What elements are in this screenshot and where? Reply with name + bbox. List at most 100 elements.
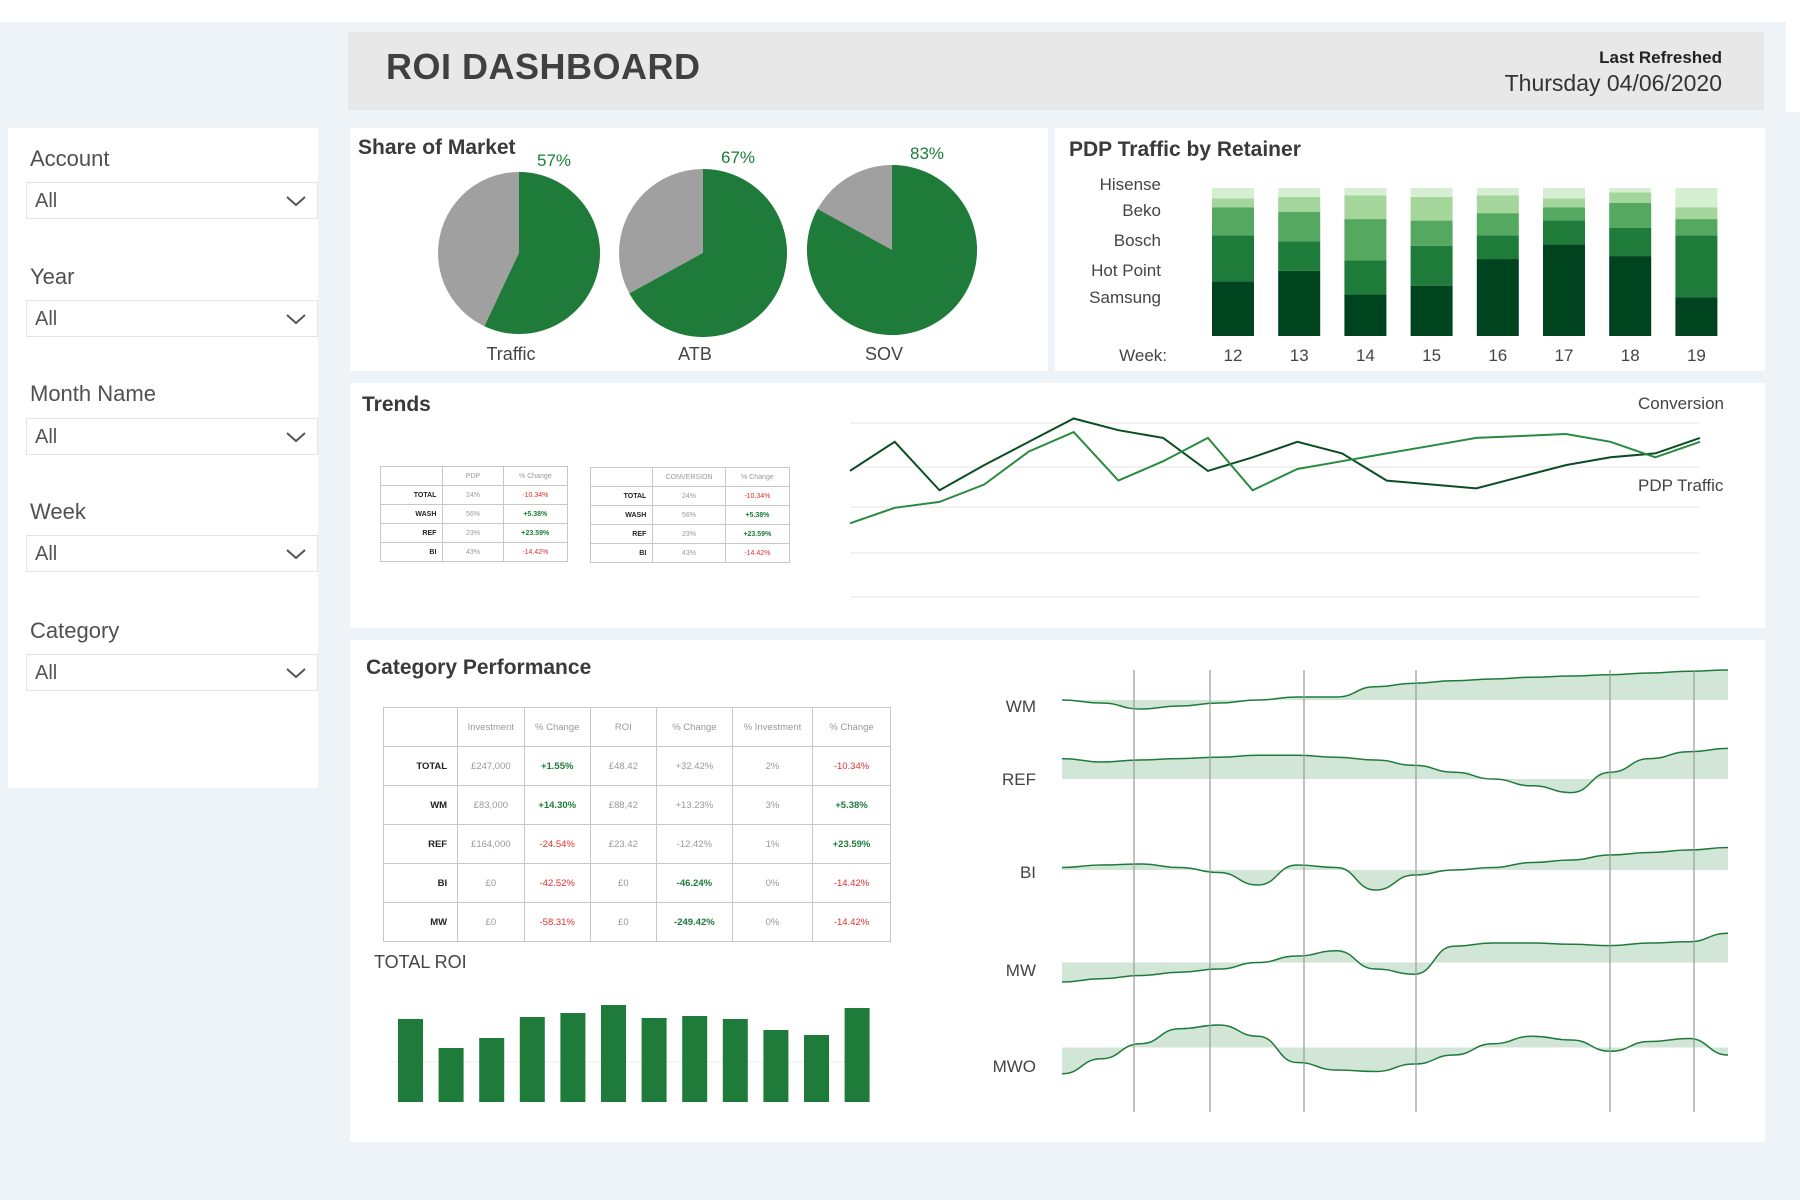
series-line-conversion — [849, 417, 1701, 492]
category-table: Investment % Change ROI % Change % Inves… — [382, 707, 891, 942]
pdp-traffic-panel: PDP Traffic by Retainer 12 13 14 15 16 17 18 19… — [1055, 128, 1765, 371]
trends-title: Trends — [362, 393, 431, 416]
last-refreshed-date: Thursday 04/06/2020 — [1504, 70, 1722, 96]
bar-segment-hisense — [1410, 188, 1453, 197]
bar-segment-bosch — [1344, 219, 1387, 261]
category-performance-title: Category Performance — [366, 656, 592, 679]
table-row: WM £83,000 +14.30% £88,42 +13.23% 3% +5.… — [382, 785, 891, 825]
area-line-mw — [1061, 932, 1729, 983]
month-name-dropdown[interactable]: All — [26, 418, 318, 455]
category-dropdown[interactable]: All — [26, 654, 318, 691]
year-value: All — [35, 308, 58, 330]
bar-segment-samsung — [1212, 281, 1254, 336]
x-tick-label: 18 — [1621, 346, 1640, 365]
total-roi-label: TOTAL ROI — [374, 952, 467, 972]
bar-segment-beko — [1278, 196, 1321, 212]
roi-bar — [804, 1035, 829, 1102]
x-tick-label: 12 — [1224, 346, 1243, 365]
x-tick-label: 13 — [1290, 346, 1309, 365]
pie-slice-sov — [807, 165, 977, 336]
share-of-market-chart: 57% Traffic 67% ATB 83% SOV — [438, 144, 977, 364]
bar-segment-beko — [1344, 195, 1387, 220]
series-label-bi: BI — [1020, 863, 1036, 882]
account-label: Account — [30, 146, 110, 171]
bar-segment-bosch — [1476, 213, 1519, 236]
right-strip — [1786, 0, 1800, 112]
bar-segment-beko — [1212, 198, 1254, 208]
pie-value-label: 83% — [910, 144, 944, 163]
pdp-traffic-chart: 12 13 14 15 16 17 18 19 Week: Hisense Beko Bosch Hot… — [1089, 175, 1718, 365]
month-name-label: Month Name — [30, 381, 156, 406]
legend-label: Beko — [1122, 201, 1161, 220]
x-tick-label: 15 — [1422, 346, 1441, 365]
roi-bar — [601, 1005, 626, 1102]
bar-segment-hot-point — [1609, 227, 1652, 257]
table-row: REF 23% +23.59% — [379, 523, 569, 543]
bar-segment-samsung — [1344, 294, 1387, 336]
chevron-down-icon — [286, 668, 306, 679]
series-label-ref: REF — [1002, 770, 1036, 789]
roi-bar — [722, 1019, 748, 1102]
x-tick-label: 19 — [1687, 346, 1706, 365]
last-refreshed-label: Last Refreshed — [1599, 48, 1722, 67]
area-fill-mwo — [1062, 1025, 1728, 1074]
legend-label: Conversion — [1638, 394, 1724, 413]
pie-category-label: ATB — [678, 344, 712, 364]
roi-bar — [682, 1016, 708, 1102]
week-label: Week — [30, 499, 86, 524]
bar-segment-hisense — [1212, 188, 1254, 199]
pie-value-label: 57% — [537, 151, 571, 170]
area-fill-bi — [1062, 847, 1728, 890]
chevron-down-icon — [286, 196, 306, 207]
pdp-table: PDP % Change TOTAL 24% -10.34% WASH 56% … — [379, 466, 569, 562]
category-performance-panel: Category Performance Investment % Change… — [350, 640, 1765, 1142]
table-row: REF £164,000 -24.54% £23.42 -12.42% 1% +… — [382, 824, 891, 864]
category-value: All — [35, 662, 58, 684]
bar-segment-hot-point — [1543, 220, 1585, 245]
trends-panel: Trends PDP % Change TOTAL 24% -10.34% WA… — [350, 383, 1765, 628]
top-strip — [0, 0, 1800, 22]
x-tick-label: 14 — [1356, 346, 1375, 365]
category-area-chart: WM REF BI MW MWO — [993, 669, 1729, 1112]
chevron-down-icon — [286, 432, 306, 443]
table-row: TOTAL £247,000 +1.55% £48.42 +32.42% 2% … — [382, 746, 891, 786]
area-line-ref — [1061, 747, 1729, 794]
legend-label: Bosch — [1114, 231, 1161, 250]
filter-sidebar: Account All Year All Month Name All Week… — [8, 128, 318, 788]
bar-segment-beko — [1543, 198, 1585, 208]
bar-segment-bosch — [1212, 207, 1254, 236]
category-label: Category — [30, 618, 120, 643]
share-of-market-title: Share of Market — [358, 136, 516, 159]
roi-bar — [641, 1018, 667, 1102]
conversion-table: CONVERSION % Change TOTAL 24% -10.34% WA… — [589, 467, 791, 563]
bar-segment-hot-point — [1410, 245, 1453, 286]
roi-bar — [438, 1048, 464, 1102]
week-dropdown[interactable]: All — [26, 535, 318, 572]
series-label-wm: WM — [1006, 697, 1036, 716]
roi-bar — [844, 1008, 870, 1102]
bar-segment-hisense — [1675, 188, 1718, 208]
table-row: BI 43% -14.42% — [589, 543, 791, 563]
series-line-pdp-traffic — [849, 430, 1701, 525]
x-tick-label: 16 — [1488, 346, 1507, 365]
bar-segment-hisense — [1476, 188, 1519, 196]
year-dropdown[interactable]: All — [26, 300, 318, 337]
bar-segment-bosch — [1609, 202, 1652, 228]
pie-category-label: Traffic — [486, 344, 535, 364]
bar-segment-hot-point — [1476, 235, 1519, 260]
roi-bar — [763, 1030, 789, 1102]
bar-segment-samsung — [1278, 270, 1321, 336]
table-row: TOTAL 24% -10.34% — [589, 486, 791, 506]
bar-segment-beko — [1410, 196, 1453, 221]
account-value: All — [35, 190, 58, 212]
table-row: BI £0 -42.52% £0 -46.24% 0% -14.42% — [382, 863, 891, 903]
bar-segment-samsung — [1410, 285, 1453, 336]
dashboard-header: ROI DASHBOARD Last Refreshed Thursday 04… — [348, 32, 1764, 110]
account-dropdown[interactable]: All — [26, 182, 318, 219]
roi-bar — [479, 1038, 505, 1102]
bar-segment-beko — [1476, 195, 1519, 214]
roi-bar — [560, 1013, 586, 1102]
area-line-wm — [1061, 669, 1729, 710]
bar-segment-hot-point — [1344, 260, 1387, 295]
bar-segment-samsung — [1609, 256, 1652, 336]
